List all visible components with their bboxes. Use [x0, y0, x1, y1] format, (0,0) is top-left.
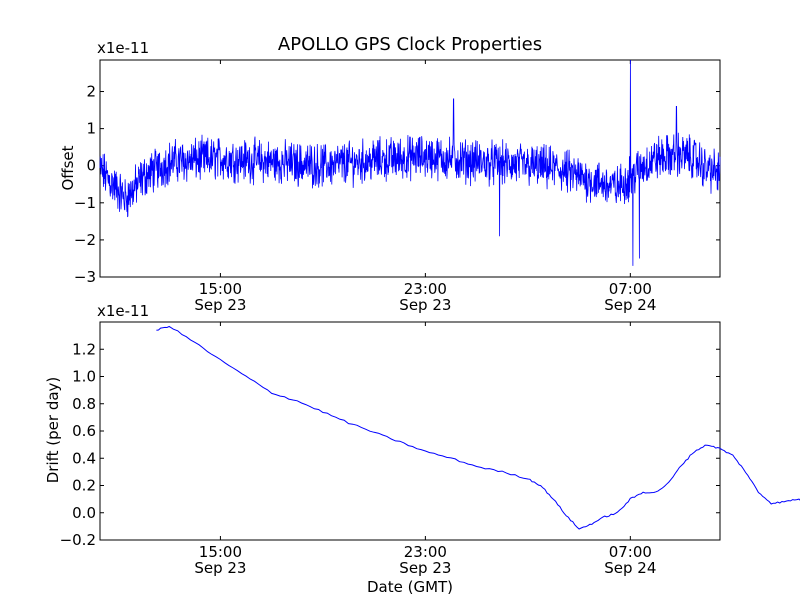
y-tick-label: 0.8	[72, 395, 96, 413]
drift-axis-multiplier: x1e-11	[97, 302, 149, 320]
y-tick-label: 0.4	[72, 449, 96, 467]
y-tick-label: 0	[86, 157, 96, 175]
offset-axis-multiplier: x1e-11	[97, 39, 149, 57]
y-tick-label: −2	[74, 231, 96, 249]
drift-panel: x1e-11 Drift (per day) −0.2 0.0 0.2 0.4 0.6 0…	[44, 302, 800, 596]
offset-series-line	[99, 59, 721, 266]
x-tick-label-date: Sep 24	[604, 296, 656, 314]
y-tick-label: −1	[74, 194, 96, 212]
x-tick-label-date: Sep 23	[399, 296, 451, 314]
x-axis-label: Date (GMT)	[367, 578, 453, 596]
y-tick-label: −0.2	[60, 531, 96, 549]
x-tick-label-time: 23:00	[404, 543, 447, 561]
x-tick-label-date: Sep 23	[399, 559, 451, 577]
drift-series-line	[156, 325, 800, 530]
x-tick-label-time: 15:00	[199, 543, 242, 561]
x-tick-label-date: Sep 23	[194, 296, 246, 314]
y-tick-label: 0.6	[72, 422, 96, 440]
x-tick-label-date: Sep 24	[604, 559, 656, 577]
y-tick-label: 0.2	[72, 477, 96, 495]
x-tick-label-time: 23:00	[404, 280, 447, 298]
x-tick-label-time: 07:00	[609, 280, 652, 298]
y-tick-label: −3	[74, 268, 96, 286]
drift-plot-frame	[99, 321, 721, 541]
offset-panel: APOLLO GPS Clock Properties x1e-11 Offse…	[59, 34, 721, 314]
y-tick-label: 1	[86, 120, 96, 138]
drift-axis-label: Drift (per day)	[44, 377, 62, 484]
y-tick-label: 0.0	[72, 504, 96, 522]
x-tick-label-time: 15:00	[199, 280, 242, 298]
x-tick-label-time: 07:00	[609, 543, 652, 561]
offset-axis-label: Offset	[59, 145, 77, 190]
chart-title: APOLLO GPS Clock Properties	[278, 34, 542, 55]
x-tick-label-date: Sep 23	[194, 559, 246, 577]
y-tick-label: 2	[86, 83, 96, 101]
y-tick-label: 1.0	[72, 368, 96, 386]
y-tick-label: 1.2	[72, 340, 96, 358]
